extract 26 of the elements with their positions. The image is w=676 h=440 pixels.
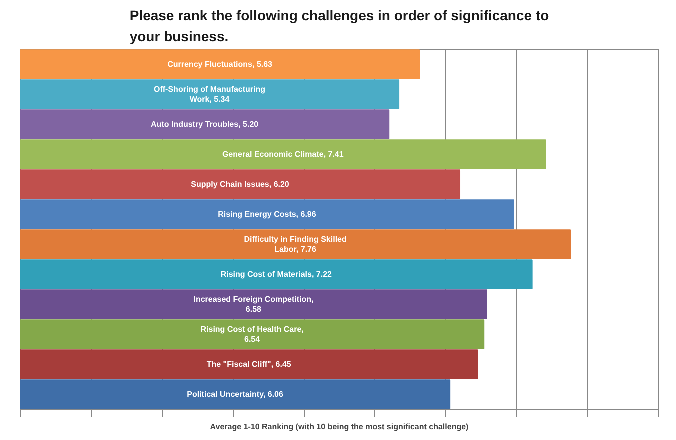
bar (20, 290, 488, 320)
bar (20, 50, 420, 80)
data-label: Difficulty in Finding Skilled Labor, 7.76 (244, 235, 347, 254)
bar (20, 170, 461, 200)
bar (20, 200, 514, 230)
chart-title: Please rank the following challenges in order of significance to your business. (130, 8, 550, 44)
data-label: Auto Industry Troubles, 5.20 (151, 120, 260, 129)
bar (20, 320, 485, 350)
x-axis-title: Average 1-10 Ranking (with 10 being the most significant challenge) (210, 422, 470, 432)
bar (20, 230, 572, 260)
bar (20, 350, 478, 380)
data-label: General Economic Climate, 7.41 (222, 150, 344, 159)
data-label: Currency Fluctuations, 5.63 (168, 60, 274, 69)
bar (20, 80, 400, 110)
bar (20, 380, 451, 410)
data-label: Political Uncertainty, 6.06 (187, 390, 284, 399)
data-label: Rising Cost of Health Care, 6.54 (200, 325, 304, 344)
bar (20, 110, 390, 140)
data-label: Rising Cost of Materials, 7.22 (220, 270, 333, 279)
data-label: The "Fiscal Cliff", 6.45 (206, 360, 292, 369)
data-label: Off-Shoring of Manufacturing Work, 5.34 (154, 85, 266, 104)
data-label: Supply Chain Issues, 6.20 (191, 180, 290, 189)
bar (20, 260, 533, 290)
bar (20, 140, 546, 170)
data-label: Increased Foreign Competition, 6.58 (194, 295, 314, 314)
data-label: Rising Energy Costs, 6.96 (218, 210, 317, 219)
